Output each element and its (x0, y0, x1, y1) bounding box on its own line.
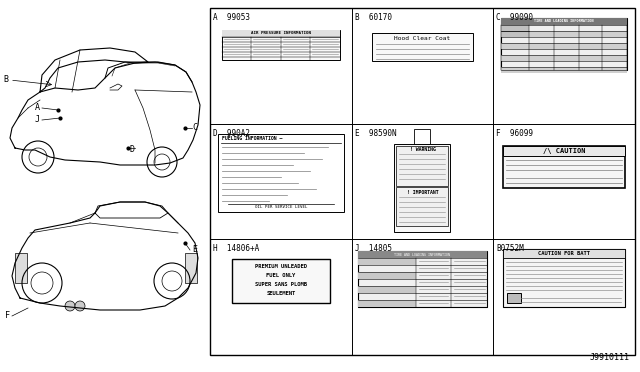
Bar (501, 55, 627, 61)
Bar (501, 18, 627, 25)
Text: D: D (130, 145, 135, 154)
Text: J  14805: J 14805 (355, 244, 392, 253)
Circle shape (75, 301, 85, 311)
Bar (503, 249, 625, 258)
Text: A  99053: A 99053 (213, 13, 250, 22)
Text: E: E (192, 246, 197, 254)
Text: E  98590N: E 98590N (355, 129, 396, 138)
Bar (503, 146, 625, 187)
Text: C: C (192, 124, 197, 132)
Text: J9910111: J9910111 (590, 353, 630, 362)
Bar (397, 146, 449, 186)
Text: FUELING INFORMATION —: FUELING INFORMATION — (222, 136, 282, 141)
Text: B: B (3, 76, 8, 84)
Text: /\ CAUTION: /\ CAUTION (543, 148, 586, 154)
Bar (415, 129, 431, 144)
Text: ! IMPORTANT: ! IMPORTANT (406, 190, 438, 195)
Bar (232, 259, 330, 303)
Bar (185, 253, 197, 283)
Bar (501, 67, 627, 73)
Bar (397, 187, 449, 227)
Bar (358, 272, 416, 279)
Text: B0752M: B0752M (497, 244, 524, 253)
Bar (501, 25, 529, 37)
Bar (501, 18, 627, 70)
Text: D  990A2: D 990A2 (213, 129, 250, 138)
Bar (218, 134, 344, 212)
Bar (358, 258, 416, 265)
Bar (15, 253, 27, 283)
Text: F: F (5, 311, 10, 321)
Bar (358, 286, 416, 294)
Text: SEULEMENT: SEULEMENT (266, 291, 296, 296)
Text: B  60170: B 60170 (355, 13, 392, 22)
Text: PREMIUM UNLEADED: PREMIUM UNLEADED (255, 264, 307, 269)
Text: CAUTION FOR BATT: CAUTION FOR BATT (538, 251, 590, 256)
Text: OIL PER SERVICE LEVEL: OIL PER SERVICE LEVEL (255, 205, 307, 209)
Bar (503, 146, 625, 155)
Bar (358, 251, 487, 307)
Text: AIR PRESSURE INFORMATION: AIR PRESSURE INFORMATION (251, 32, 311, 35)
Text: ! WARNING: ! WARNING (410, 147, 435, 152)
Text: FUEL ONLY: FUEL ONLY (266, 273, 296, 278)
Text: TIRE AND LOADING INFORMATION: TIRE AND LOADING INFORMATION (534, 19, 594, 23)
Bar (210, 8, 635, 355)
Bar (503, 249, 625, 307)
Bar (501, 43, 627, 49)
Text: A: A (35, 103, 40, 112)
Bar (394, 144, 451, 232)
Bar (358, 300, 416, 307)
Text: Hood Clear Coat: Hood Clear Coat (394, 36, 451, 42)
Text: J: J (35, 115, 40, 125)
Text: SUPER SANS PLOMB: SUPER SANS PLOMB (255, 282, 307, 287)
Text: H  14806+A: H 14806+A (213, 244, 259, 253)
Circle shape (65, 301, 75, 311)
Bar (508, 294, 522, 303)
Bar (358, 251, 487, 258)
Text: TIRE AND LOADING INFORMATION: TIRE AND LOADING INFORMATION (394, 253, 451, 257)
Text: F  96099: F 96099 (497, 129, 533, 138)
Bar (222, 30, 340, 60)
Bar (222, 30, 340, 37)
Text: C  99090: C 99090 (497, 13, 533, 22)
Bar (501, 31, 627, 37)
Bar (372, 33, 474, 61)
